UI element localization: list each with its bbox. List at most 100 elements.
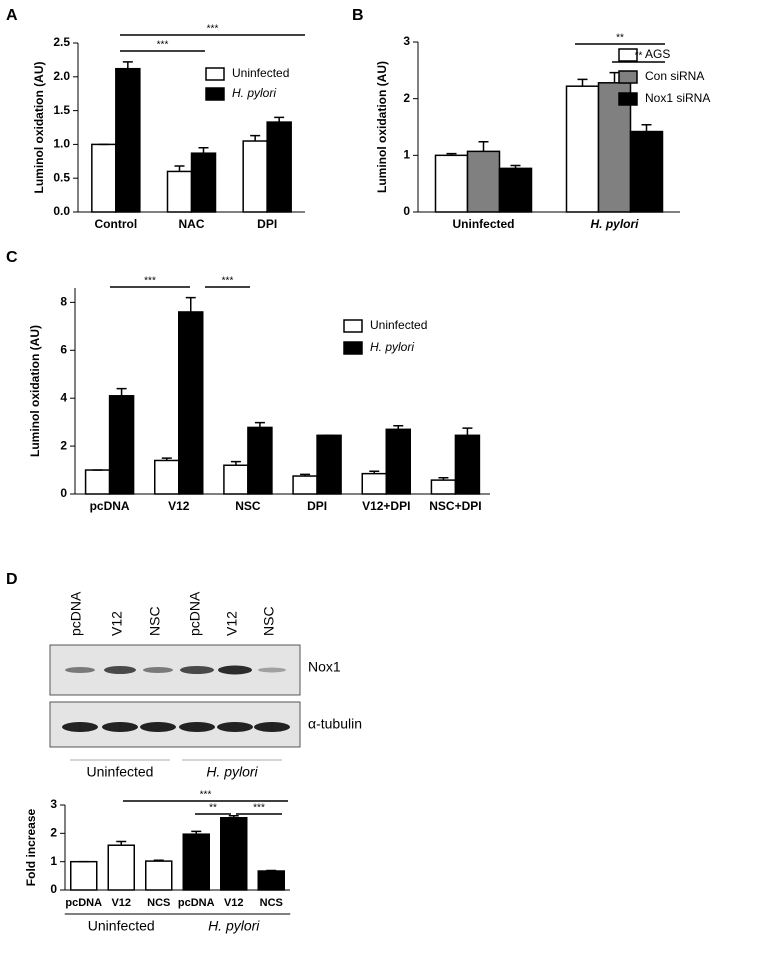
bar (190, 152, 217, 213)
error-bar (185, 296, 196, 312)
significance-label: *** (144, 276, 156, 287)
panel-label: D (6, 571, 18, 588)
error-bar (116, 387, 127, 396)
significance-label: ** (209, 803, 217, 814)
y-tick-label: 6 (60, 342, 67, 356)
western-blot: pcDNA V12 NSC pcDNA V12 NSC Nox1 α-tubul… (49, 591, 362, 780)
significance-label: *** (253, 803, 265, 814)
x-tick-label: NCS (147, 897, 170, 909)
bar (107, 844, 135, 891)
bar (316, 434, 342, 495)
x-tick-label: Uninfected (452, 217, 514, 231)
band-label: Nox1 (308, 659, 341, 675)
legend-label: Con siRNA (645, 69, 704, 83)
error-bar (250, 134, 261, 142)
y-tick-label: 2 (403, 91, 410, 105)
y-tick-label: 1.5 (53, 103, 70, 117)
significance-label: ** (635, 51, 643, 62)
legend-label: AGS (645, 47, 670, 61)
error-bar (161, 457, 172, 461)
error-bar (116, 840, 127, 846)
band-label: α-tubulin (308, 716, 362, 732)
bar (292, 475, 318, 495)
bar (91, 143, 117, 213)
legend-label: H. pylori (370, 340, 414, 354)
bar (385, 428, 411, 495)
error-bar (122, 61, 133, 69)
y-tick-label: 1.0 (53, 137, 70, 151)
bar (361, 472, 387, 495)
x-tick-label: pcDNA (178, 897, 215, 909)
y-tick-label: 8 (60, 295, 67, 309)
lane-label: NSC (147, 606, 163, 636)
bar (178, 311, 204, 495)
bar (115, 67, 141, 213)
bar (247, 426, 273, 495)
significance-label: *** (222, 276, 234, 287)
bar (84, 469, 111, 495)
lane-label: V12 (224, 611, 240, 636)
error-bar (174, 165, 185, 172)
group-label: Uninfected (88, 918, 155, 934)
bar (166, 170, 193, 213)
bar (220, 817, 248, 891)
y-tick-label: 2.0 (53, 69, 70, 83)
bar (70, 860, 98, 891)
lane-label: pcDNA (187, 591, 203, 636)
bar (154, 459, 180, 495)
lane-label: V12 (109, 611, 125, 636)
legend-swatch (618, 48, 638, 62)
significance-label: *** (207, 24, 219, 35)
y-tick-label: 3 (403, 34, 410, 48)
legend-label: Uninfected (232, 66, 289, 80)
y-tick-label: 2.5 (53, 35, 70, 49)
x-tick-label: DPI (257, 217, 277, 231)
y-axis-label: Luminol oxidation (AU) (28, 325, 42, 457)
error-bar (446, 152, 457, 156)
legend-swatch (205, 87, 225, 101)
panel-label: C (6, 249, 18, 266)
bar (145, 860, 173, 891)
error-bar (577, 78, 588, 87)
error-bar (462, 427, 473, 436)
y-tick-label: 4 (60, 390, 67, 404)
bar (108, 395, 135, 495)
legend-label: Uninfected (370, 318, 427, 332)
y-axis-label: Fold increase (24, 809, 38, 887)
x-tick-label: NSC+DPI (429, 499, 481, 513)
bar (242, 140, 268, 213)
error-bar (438, 476, 449, 481)
y-tick-label: 3 (50, 797, 57, 811)
y-tick-label: 1 (403, 148, 410, 162)
group-label: H. pylori (206, 764, 258, 780)
group-label: Uninfected (87, 764, 154, 780)
x-tick-label: DPI (307, 499, 327, 513)
legend-swatch (343, 319, 363, 333)
x-tick-label: pcDNA (90, 499, 130, 513)
x-tick-label: NCS (260, 897, 283, 909)
bar (498, 167, 533, 213)
legend-swatch (343, 341, 363, 355)
significance-label: *** (200, 790, 212, 801)
error-bar (274, 116, 285, 123)
x-tick-label: V12+DPI (362, 499, 410, 513)
error-bar (230, 460, 241, 466)
y-tick-label: 0 (50, 882, 57, 896)
legend-label: Nox1 siRNA (645, 91, 710, 105)
bar (223, 464, 249, 495)
bar (629, 130, 664, 213)
significance-label: *** (157, 40, 169, 51)
significance-label: ** (616, 33, 624, 44)
error-bar (254, 421, 265, 428)
legend-swatch (618, 70, 638, 84)
lane-label: NSC (261, 606, 277, 636)
panel-label: A (6, 7, 18, 24)
bar (565, 85, 600, 213)
error-bar (369, 470, 380, 474)
bar (466, 150, 501, 213)
error-bar (228, 815, 239, 818)
x-tick-label: V12 (111, 897, 131, 909)
error-bar (641, 123, 652, 132)
group-label: H. pylori (208, 918, 260, 934)
